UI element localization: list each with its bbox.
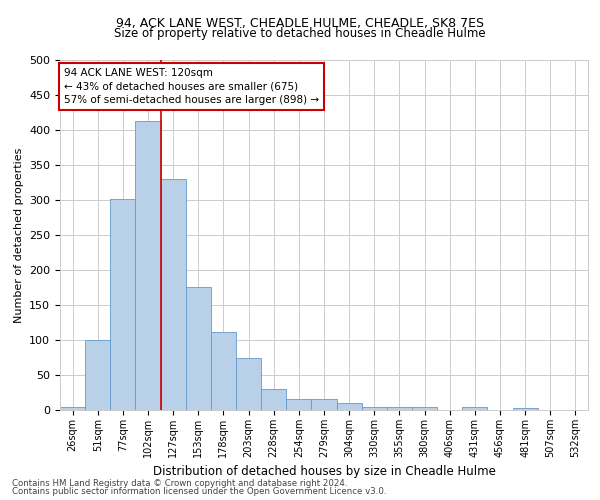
Bar [337, 403, 362, 410]
Bar [236, 358, 261, 410]
Bar [387, 407, 412, 410]
Bar [186, 287, 211, 410]
Bar [85, 340, 110, 410]
X-axis label: Distribution of detached houses by size in Cheadle Hulme: Distribution of detached houses by size … [152, 466, 496, 478]
Bar [286, 399, 311, 410]
Bar [512, 408, 538, 410]
Bar [462, 407, 487, 410]
Bar [161, 179, 186, 410]
Text: Contains public sector information licensed under the Open Government Licence v3: Contains public sector information licen… [12, 487, 386, 496]
Y-axis label: Number of detached properties: Number of detached properties [14, 148, 23, 322]
Text: Size of property relative to detached houses in Cheadle Hulme: Size of property relative to detached ho… [114, 28, 486, 40]
Bar [311, 399, 337, 410]
Bar [261, 389, 286, 410]
Text: Contains HM Land Registry data © Crown copyright and database right 2024.: Contains HM Land Registry data © Crown c… [12, 478, 347, 488]
Bar [110, 200, 136, 410]
Bar [60, 406, 85, 410]
Bar [136, 121, 161, 410]
Text: 94 ACK LANE WEST: 120sqm
← 43% of detached houses are smaller (675)
57% of semi-: 94 ACK LANE WEST: 120sqm ← 43% of detach… [64, 68, 319, 105]
Bar [362, 407, 387, 410]
Text: 94, ACK LANE WEST, CHEADLE HULME, CHEADLE, SK8 7ES: 94, ACK LANE WEST, CHEADLE HULME, CHEADL… [116, 18, 484, 30]
Bar [211, 332, 236, 410]
Bar [412, 406, 437, 410]
